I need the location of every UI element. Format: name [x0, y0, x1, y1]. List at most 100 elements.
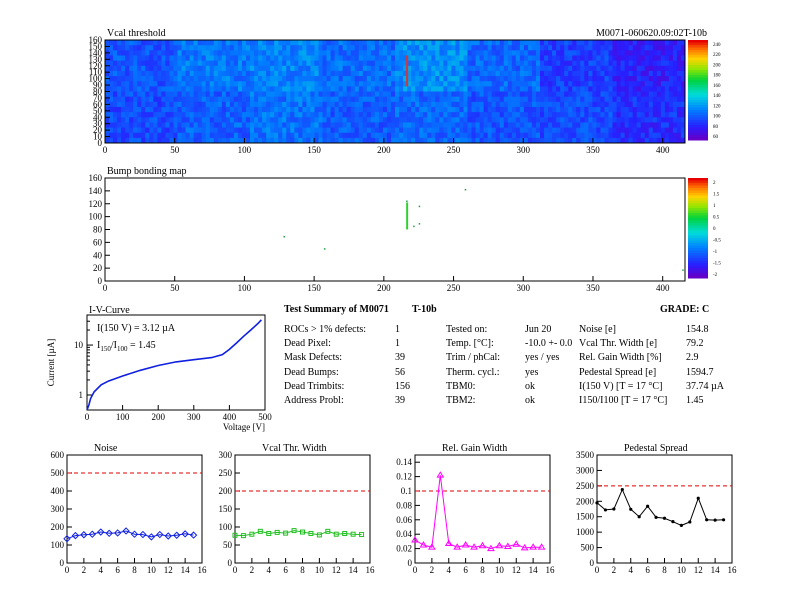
- pixel-block: [302, 101, 307, 108]
- pixel-block: [286, 112, 291, 118]
- pixel-block: [399, 70, 404, 77]
- pixel-block: [334, 117, 339, 123]
- pixel-block: [121, 40, 126, 46]
- pixel-block: [656, 101, 662, 108]
- pixel-block: [471, 55, 476, 61]
- pixel-block: [451, 132, 456, 139]
- pixel-block: [129, 55, 134, 61]
- pixel-block: [161, 86, 166, 92]
- col1-value: 1: [395, 338, 400, 350]
- pixel-block: [596, 122, 601, 128]
- pixel-block: [338, 45, 343, 51]
- pixel-block: [109, 70, 114, 77]
- pixel-block: [229, 70, 235, 77]
- pixel-block: [540, 86, 545, 92]
- pixel-block: [556, 45, 561, 51]
- pixel-block: [564, 101, 569, 108]
- colorbar-band: [688, 90, 708, 93]
- pixel-block: [282, 127, 287, 133]
- pixel-block: [515, 122, 521, 128]
- pixel-block: [378, 65, 384, 72]
- pixel-block: [475, 45, 480, 51]
- pixel-block: [471, 122, 476, 128]
- pixel-block: [592, 127, 597, 133]
- pixel-block: [338, 65, 343, 72]
- y-tick-label: 250: [219, 468, 233, 478]
- pixel-block: [274, 60, 279, 67]
- pixel-block: [632, 60, 637, 67]
- pixel-block: [322, 127, 327, 133]
- pixel-block: [531, 137, 537, 144]
- pixel-block: [439, 86, 444, 92]
- pixel-block: [354, 40, 360, 46]
- pixel-block: [435, 101, 440, 108]
- pixel-block: [584, 106, 589, 113]
- pixel-block: [189, 106, 194, 113]
- pixel-block: [560, 106, 565, 113]
- pixel-block: [225, 132, 231, 139]
- pixel-block: [177, 81, 182, 87]
- pixel-block: [278, 91, 283, 97]
- pixel-block: [121, 81, 126, 87]
- pixel-block: [294, 86, 299, 92]
- pixel-block: [109, 96, 114, 103]
- x-tick-label: 16: [366, 565, 376, 575]
- pixel-block: [334, 40, 339, 46]
- pixel-block: [121, 127, 126, 133]
- pixel-block: [314, 96, 319, 103]
- pixel-block: [189, 86, 194, 92]
- pixel-block: [334, 76, 339, 82]
- pixel-block: [668, 45, 674, 51]
- pixel-block: [612, 132, 617, 139]
- pixel-block: [576, 96, 581, 103]
- pixel-block: [620, 101, 625, 108]
- pixel-block: [334, 96, 339, 103]
- pixel-block: [455, 106, 460, 113]
- pixel-block: [459, 122, 464, 128]
- pixel-block: [435, 137, 440, 144]
- pixel-block: [241, 55, 247, 61]
- pixel-block: [592, 76, 597, 82]
- data-point: [478, 541, 487, 549]
- pixel-block: [342, 91, 347, 97]
- pixel-block: [338, 117, 343, 123]
- pixel-block: [370, 132, 376, 139]
- pixel-block: [531, 81, 537, 87]
- col1-label: Address Probl:: [284, 395, 344, 406]
- y-tick-label: 120: [89, 199, 103, 209]
- pixel-block: [636, 50, 641, 56]
- pixel-block: [250, 50, 255, 56]
- pixel-block: [197, 50, 202, 56]
- pixel-block: [648, 50, 654, 56]
- pixel-block: [560, 70, 565, 77]
- pixel-block: [644, 81, 650, 87]
- pixel-block: [233, 50, 239, 56]
- pixel-block: [266, 40, 271, 46]
- pixel-block: [173, 122, 178, 128]
- pixel-block: [169, 106, 174, 113]
- pixel-block: [443, 81, 448, 87]
- col3-label: I(150 V) [T = 17 °C]: [579, 380, 663, 392]
- pixel-block: [676, 101, 682, 108]
- pixel-block: [644, 127, 650, 133]
- pixel-block: [322, 45, 327, 51]
- pixel-block: [467, 76, 472, 82]
- pixel-block: [660, 50, 666, 56]
- pixel-block: [624, 112, 629, 118]
- pixel-block: [229, 50, 235, 56]
- pixel-block: [382, 96, 388, 103]
- pixel-block: [540, 122, 545, 128]
- pixel-block: [205, 132, 211, 139]
- pixel-block: [628, 117, 633, 123]
- x-tick-label: 8: [662, 565, 667, 575]
- pixel-block: [483, 132, 488, 139]
- pixel-block: [548, 137, 553, 144]
- pixel-block: [515, 76, 521, 82]
- pixel-block: [233, 132, 239, 139]
- pixel-block: [548, 96, 553, 103]
- ratio-text: = 1.45: [127, 340, 155, 351]
- pixel-block: [161, 65, 166, 72]
- pixel-block: [290, 65, 295, 72]
- pixel-block: [463, 81, 468, 87]
- col3-value: 154.8: [686, 324, 709, 335]
